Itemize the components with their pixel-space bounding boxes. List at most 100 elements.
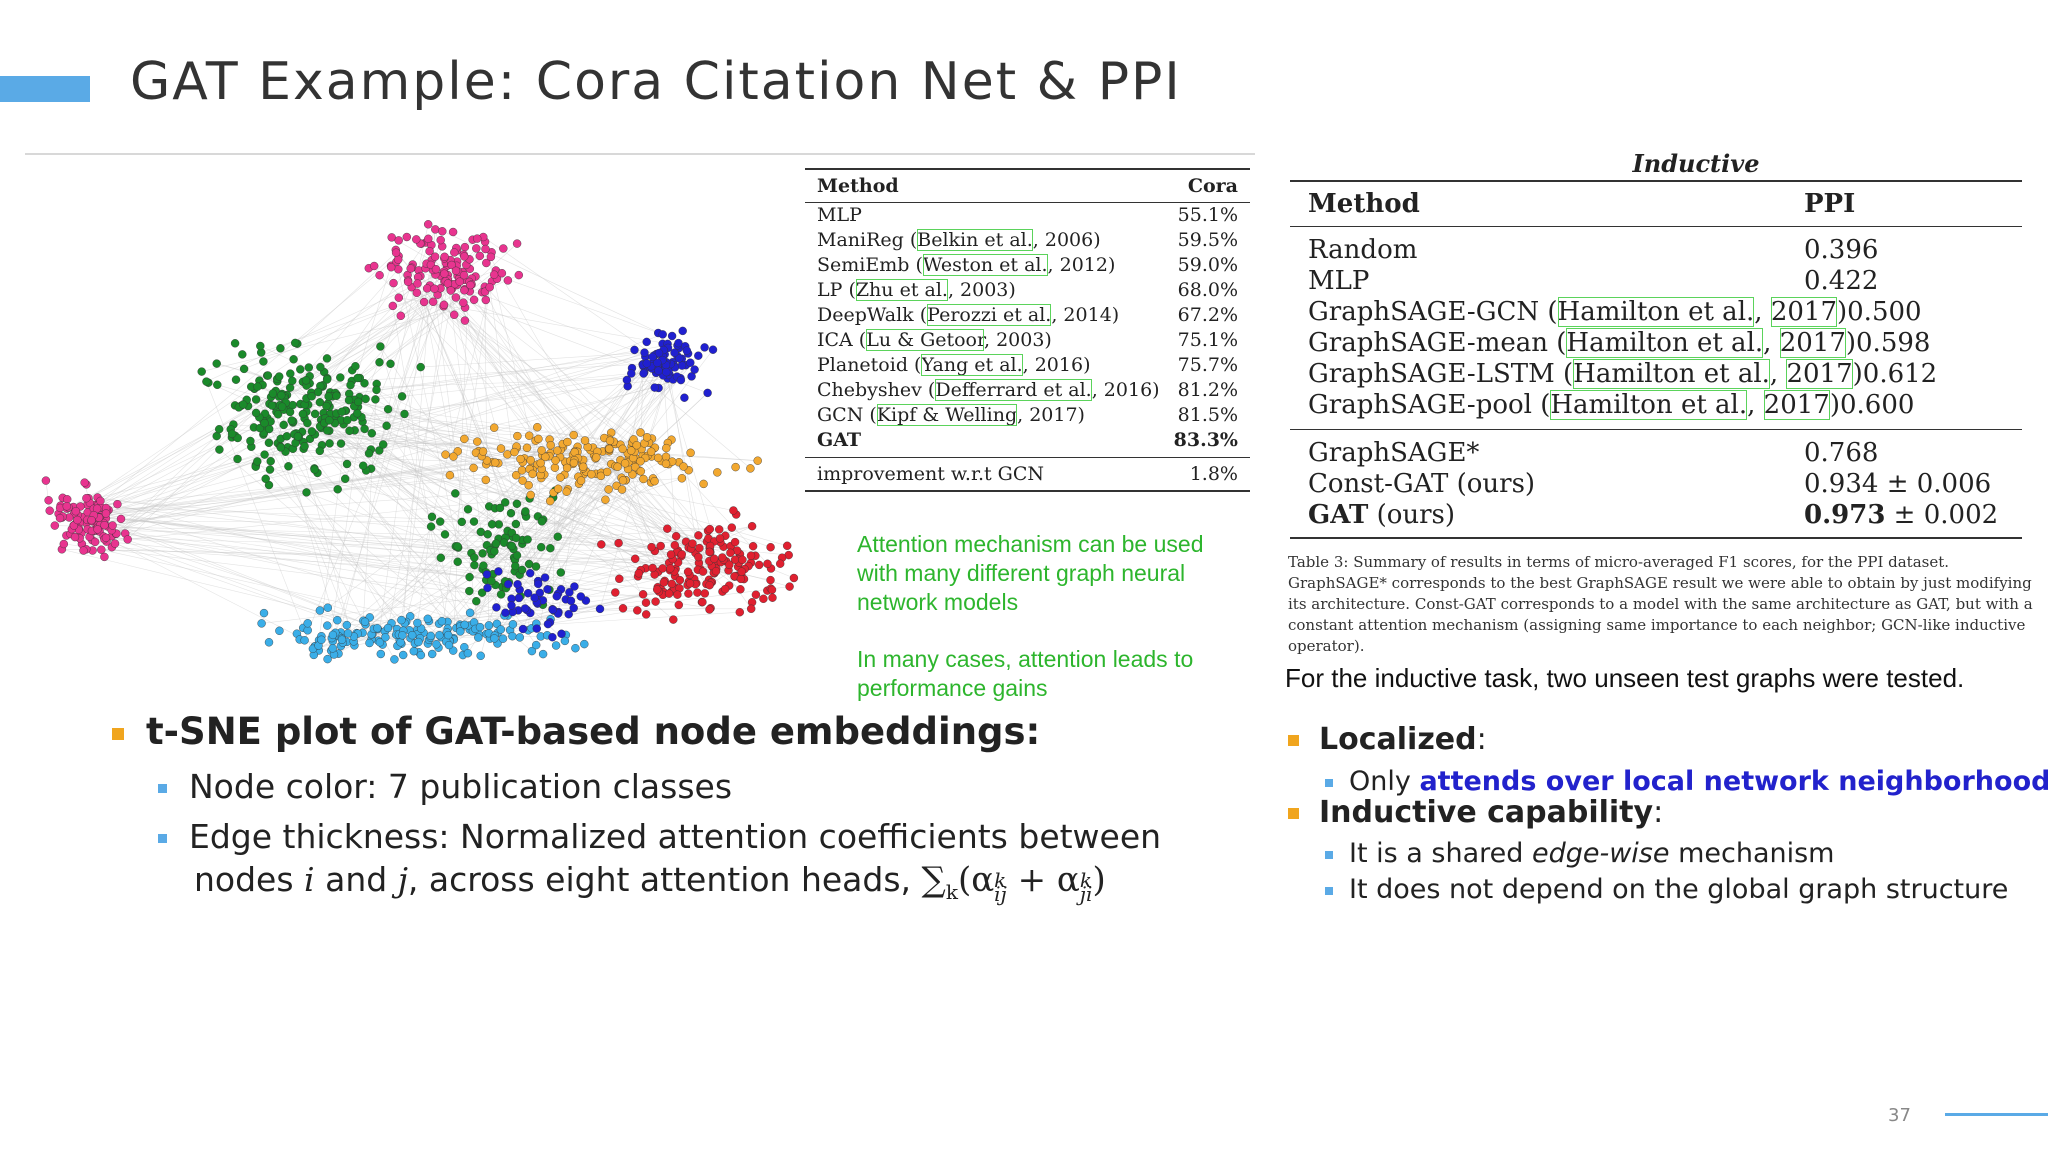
tsne-node <box>614 538 623 548</box>
tsne-node <box>537 517 547 526</box>
tsne-node <box>443 279 453 288</box>
tsne-node <box>718 553 727 562</box>
citation-year-link[interactable]: 2017 <box>1770 297 1837 327</box>
tsne-node <box>729 506 738 515</box>
tsne-node <box>79 546 88 555</box>
tsne-node <box>634 569 643 578</box>
tsne-node <box>373 624 382 633</box>
tsne-node <box>683 567 693 576</box>
citation-link[interactable]: Hamilton et al. <box>1573 359 1770 389</box>
tsne-node <box>460 252 469 261</box>
tsne-node <box>753 456 762 465</box>
cora-improvement-label: improvement w.r.t GCN <box>817 463 1045 485</box>
tsne-node <box>364 449 374 458</box>
citation-link[interactable]: Kipf & Welling <box>876 404 1018 426</box>
tsne-node <box>460 286 469 295</box>
tsne-node <box>423 614 432 623</box>
citation-link[interactable]: Weston et al. <box>922 254 1048 276</box>
tsne-node <box>360 617 370 626</box>
tsne-node <box>485 282 494 292</box>
citation-link[interactable]: Yang et al. <box>921 354 1023 376</box>
bullet-inductive-sub1: It is a shared edge-wise mechanism <box>1325 838 1834 869</box>
tsne-node <box>323 426 332 435</box>
citation-year-link[interactable]: 2017 <box>1763 390 1830 420</box>
bullet-marker <box>1288 735 1299 746</box>
citation-link[interactable]: Hamilton et al. <box>1557 297 1755 327</box>
citation-year-link[interactable]: 2017 <box>1779 328 1846 358</box>
tsne-node <box>695 543 704 553</box>
tsne-node <box>514 270 523 280</box>
citation-link[interactable]: Perozzi et al. <box>927 304 1052 326</box>
ppi-value: 0.598 <box>1856 328 1931 358</box>
ppi-table-row: GraphSAGE-GCN (Hamilton et al., 2017) 0.5… <box>1290 297 2022 328</box>
tsne-edge <box>443 306 714 568</box>
tsne-node <box>213 380 222 390</box>
tsne-node <box>682 346 691 355</box>
tsne-node <box>552 592 561 601</box>
tsne-node <box>483 583 492 593</box>
tsne-node <box>425 247 434 256</box>
attention-note-line: Attention mechanism can be used <box>857 531 1204 557</box>
tsne-edge <box>329 420 524 630</box>
citation-year-link[interactable]: 2017 <box>1786 359 1853 389</box>
tsne-edges <box>45 224 795 660</box>
tsne-node <box>670 541 679 550</box>
citation-link[interactable]: Defferrard et al. <box>935 379 1092 401</box>
tsne-node <box>351 361 360 371</box>
tsne-node <box>93 525 102 534</box>
ppi-method: Const-GAT (ours) <box>1308 469 1536 499</box>
tsne-node <box>375 446 384 455</box>
cora-header-method: Method <box>817 175 899 197</box>
tsne-node <box>736 585 745 594</box>
tsne-node <box>504 580 513 589</box>
tsne-node <box>618 604 628 613</box>
tsne-node <box>469 517 479 526</box>
tsne-node <box>435 631 444 640</box>
tsne-node <box>265 465 275 474</box>
tsne-node <box>315 446 324 456</box>
tsne-edge <box>45 480 50 511</box>
tsne-node <box>507 601 516 610</box>
tsne-node <box>251 408 261 418</box>
tsne-node <box>328 630 338 640</box>
citation-link[interactable]: Lu & Getoor <box>866 329 984 351</box>
tsne-node <box>789 573 799 583</box>
tsne-node <box>490 634 499 643</box>
tsne-node <box>215 445 224 454</box>
tsne-node <box>627 446 636 455</box>
cora-method: Planetoid (Yang et al., 2016) <box>817 354 1091 376</box>
tsne-node <box>751 590 761 599</box>
cora-gat-value: 83.3% <box>1173 429 1238 451</box>
tsne-node <box>399 650 408 660</box>
tsne-edge <box>443 271 715 574</box>
tsne-node <box>110 539 120 548</box>
tsne-node <box>746 551 756 560</box>
ppi-value: 0.612 <box>1862 359 1938 389</box>
tsne-node <box>595 604 605 614</box>
citation-link[interactable]: Zhu et al. <box>855 279 948 301</box>
tsne-node <box>517 466 527 475</box>
tsne-node <box>310 465 319 474</box>
cora-value: 81.2% <box>1177 379 1238 401</box>
tsne-node <box>596 471 606 481</box>
tsne-node <box>264 438 274 448</box>
tsne-node <box>379 440 388 449</box>
tsne-node <box>713 468 722 477</box>
cora-method: SemiEmb (Weston et al., 2012) <box>817 254 1116 276</box>
cora-table-row: ManiReg (Belkin et al., 2006) 59.5% <box>805 228 1250 253</box>
tsne-node <box>526 455 535 465</box>
tsne-node <box>482 258 491 268</box>
tsne-edge <box>658 353 715 542</box>
tsne-node <box>359 461 368 470</box>
citation-link[interactable]: Hamilton et al. <box>1550 390 1748 420</box>
tsne-node <box>618 444 627 454</box>
tsne-node <box>307 427 317 436</box>
tsne-node <box>522 443 532 453</box>
citation-link[interactable]: Hamilton et al. <box>1566 328 1764 358</box>
tsne-node <box>475 622 485 632</box>
citation-link[interactable]: Belkin et al. <box>917 229 1033 251</box>
tsne-edge <box>636 445 752 609</box>
tsne-node <box>324 392 333 401</box>
tsne-node <box>450 248 459 257</box>
bullet-tsne: t-SNE plot of GAT-based node embeddings: <box>112 710 1040 753</box>
